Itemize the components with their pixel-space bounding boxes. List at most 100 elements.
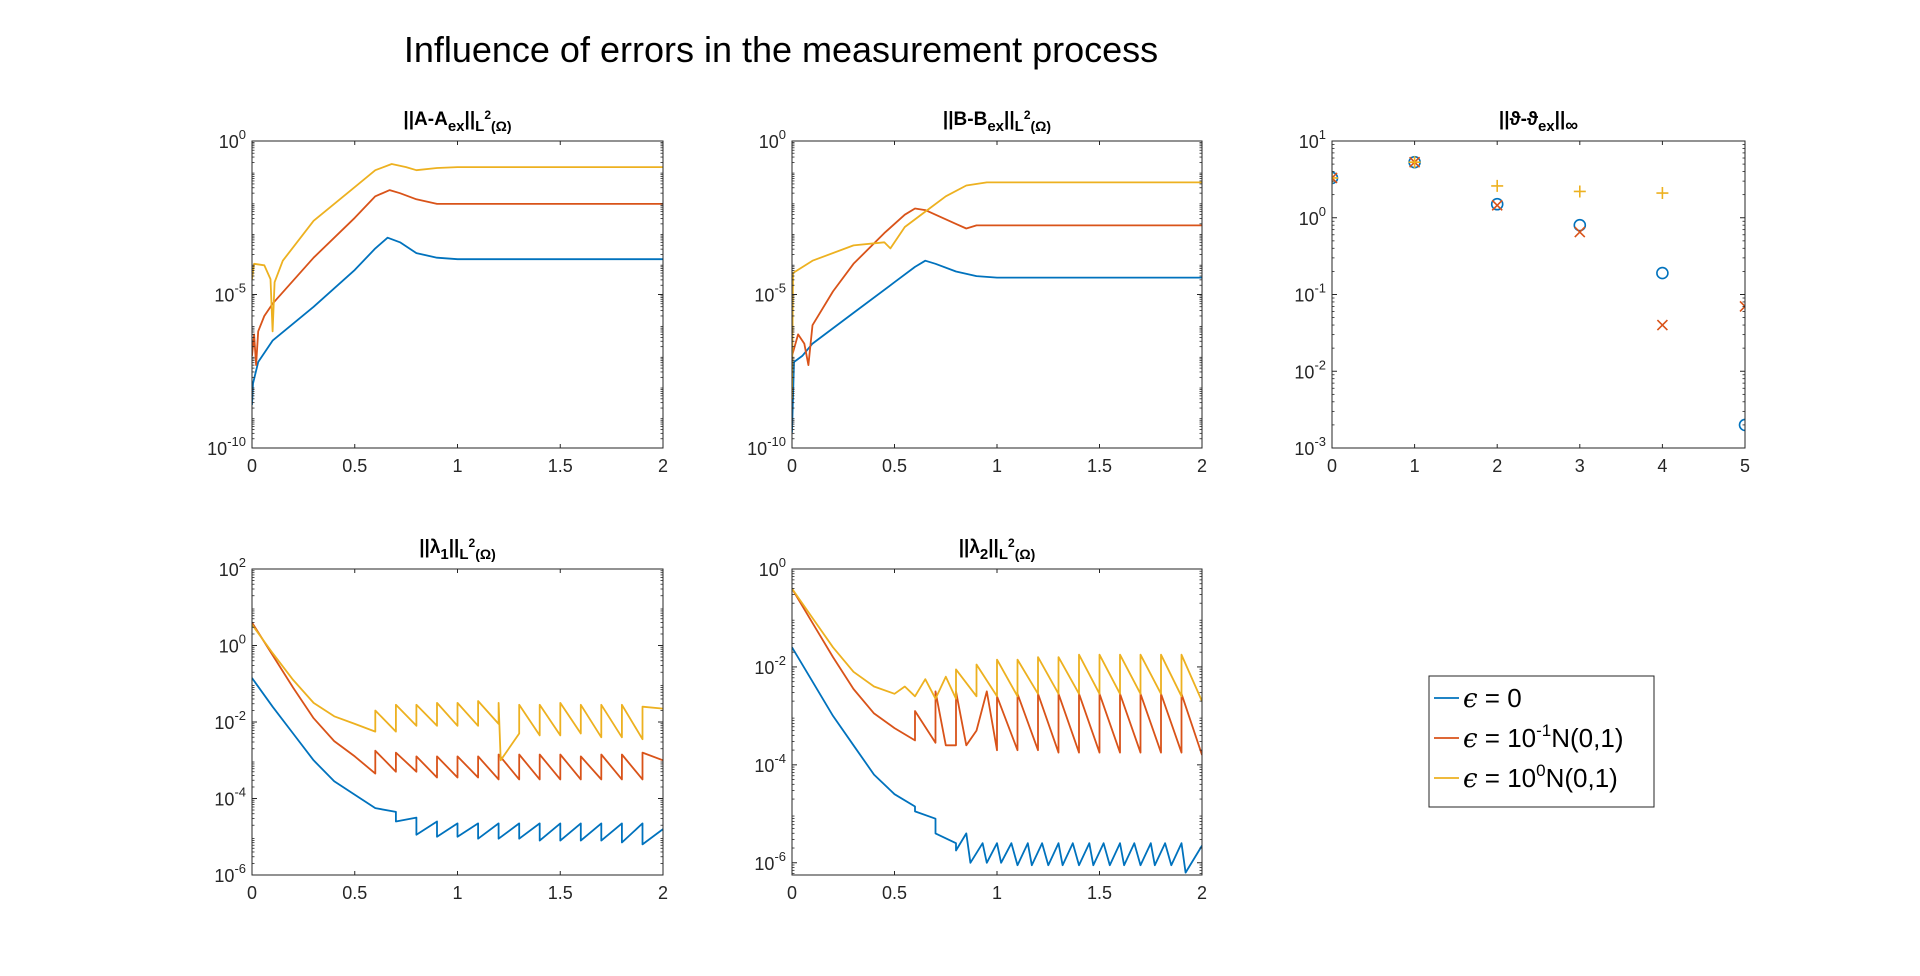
y-tick-label: 10-6 bbox=[754, 849, 786, 874]
y-tick-label: 10-5 bbox=[214, 281, 246, 306]
y-tick-exponent: -3 bbox=[1314, 434, 1326, 449]
x-tick-label: 1.5 bbox=[548, 883, 573, 903]
y-tick-exponent: -4 bbox=[774, 751, 786, 766]
y-tick-base: 10 bbox=[219, 637, 239, 657]
series-group bbox=[792, 588, 1202, 874]
y-tick-base: 10 bbox=[214, 866, 234, 886]
x-tick-label: 1 bbox=[452, 883, 462, 903]
series-line-1 bbox=[252, 677, 663, 846]
title-sub3: (Ω) bbox=[1031, 118, 1052, 134]
y-tick-base: 10 bbox=[219, 132, 239, 152]
series-line-1 bbox=[792, 259, 1202, 433]
x-tick-label: 2 bbox=[1197, 883, 1207, 903]
x-tick-label: 2 bbox=[658, 456, 668, 476]
y-tick-label: 10-4 bbox=[214, 785, 246, 810]
y-tick-label: 10-2 bbox=[1294, 357, 1326, 382]
title-sub: 2 bbox=[980, 546, 988, 563]
series-line-1 bbox=[792, 646, 1202, 874]
y-tick-exponent: -10 bbox=[767, 434, 786, 449]
y-tick-label: 10-1 bbox=[1294, 281, 1326, 306]
title-sub3: (Ω) bbox=[475, 546, 496, 562]
x-tick-label: 1 bbox=[992, 883, 1002, 903]
title-sub: ex bbox=[448, 118, 465, 135]
marker-plus bbox=[1408, 156, 1421, 169]
y-tick-label: 10-3 bbox=[1294, 434, 1326, 459]
legend: ϵ = 0ϵ = 10-1N(0,1)ϵ = 100N(0,1) bbox=[1428, 675, 1655, 808]
y-tick-base: 10 bbox=[1294, 362, 1314, 382]
y-tick-exponent: 0 bbox=[779, 127, 786, 142]
plot-area bbox=[792, 141, 1202, 448]
title-mid: || bbox=[1004, 109, 1015, 130]
x-tick-label: 0.5 bbox=[342, 883, 367, 903]
subplot-title: ||A-Aex||L2(Ω) bbox=[403, 108, 511, 135]
x-tick-label: 0.5 bbox=[882, 456, 907, 476]
subplot-title: ||λ1||L2(Ω) bbox=[419, 536, 496, 563]
subplot-title: ||λ2||L2(Ω) bbox=[959, 536, 1036, 563]
title-sub3: (Ω) bbox=[1015, 546, 1036, 562]
y-tick-exponent: -2 bbox=[1314, 357, 1326, 372]
title-sub3: (Ω) bbox=[491, 118, 512, 134]
series-group bbox=[1332, 155, 1745, 432]
x-tick-label: 0 bbox=[1327, 456, 1337, 476]
y-tick-base: 10 bbox=[214, 713, 234, 733]
marker-plus bbox=[1491, 179, 1504, 192]
x-tick-label: 1.5 bbox=[1087, 883, 1112, 903]
title-sup2: 2 bbox=[469, 536, 476, 550]
y-tick-label: 10-6 bbox=[214, 861, 246, 886]
legend-box bbox=[1428, 675, 1655, 808]
title-mid: || bbox=[465, 109, 476, 130]
y-tick-label: 100 bbox=[759, 127, 786, 152]
marker-circle bbox=[1656, 266, 1669, 280]
y-tick-label: 100 bbox=[219, 127, 246, 152]
title-main: ||A-A bbox=[403, 109, 448, 130]
y-tick-label: 10-10 bbox=[207, 434, 246, 459]
x-tick-label: 1 bbox=[992, 456, 1002, 476]
y-tick-label: 101 bbox=[1299, 127, 1326, 152]
y-tick-base: 10 bbox=[754, 658, 774, 678]
title-mid: || bbox=[449, 537, 460, 558]
title-sub2: L bbox=[999, 546, 1008, 563]
y-tick-exponent: -5 bbox=[234, 281, 246, 296]
x-tick-label: 1 bbox=[1410, 456, 1420, 476]
y-tick-label: 10-2 bbox=[214, 708, 246, 733]
legend-text-pre: = 10 bbox=[1478, 763, 1537, 793]
marker-circle bbox=[1490, 197, 1504, 211]
y-tick-label: 102 bbox=[219, 555, 246, 580]
legend-text-sup: -1 bbox=[1536, 721, 1551, 740]
x-tick-label: 0 bbox=[787, 883, 797, 903]
y-tick-exponent: -6 bbox=[774, 849, 786, 864]
y-tick-exponent: 0 bbox=[1319, 204, 1326, 219]
x-tick-label: 0 bbox=[787, 456, 797, 476]
y-tick-label: 10-4 bbox=[754, 751, 786, 776]
y-tick-base: 10 bbox=[759, 132, 779, 152]
y-tick-label: 10-2 bbox=[754, 653, 786, 678]
title-sup2: 2 bbox=[1024, 108, 1031, 122]
marker-plus bbox=[1332, 171, 1338, 184]
y-tick-exponent: -1 bbox=[1314, 281, 1326, 296]
y-tick-label: 100 bbox=[219, 632, 246, 657]
series-line-1 bbox=[252, 236, 663, 406]
plot-area bbox=[1332, 141, 1745, 448]
y-tick-exponent: 0 bbox=[239, 632, 246, 647]
y-tick-base: 10 bbox=[747, 439, 767, 459]
y-tick-base: 10 bbox=[754, 756, 774, 776]
series-group bbox=[252, 163, 663, 406]
title-main: ||λ bbox=[959, 537, 981, 558]
x-tick-label: 2 bbox=[1492, 456, 1502, 476]
y-tick-exponent: -4 bbox=[234, 785, 246, 800]
x-tick-label: 0 bbox=[247, 456, 257, 476]
title-sup2: 2 bbox=[484, 108, 491, 122]
y-tick-label: 10-10 bbox=[747, 434, 786, 459]
title-sub: ex bbox=[987, 118, 1004, 135]
title-sup2: 2 bbox=[1008, 536, 1015, 550]
y-tick-exponent: 0 bbox=[239, 127, 246, 142]
y-tick-base: 10 bbox=[1299, 132, 1319, 152]
y-tick-label: 100 bbox=[1299, 204, 1326, 229]
y-tick-base: 10 bbox=[759, 560, 779, 580]
marker-plus bbox=[1573, 185, 1586, 198]
title-sub2: ∞ bbox=[1565, 115, 1578, 135]
marker-plus bbox=[1656, 187, 1669, 200]
